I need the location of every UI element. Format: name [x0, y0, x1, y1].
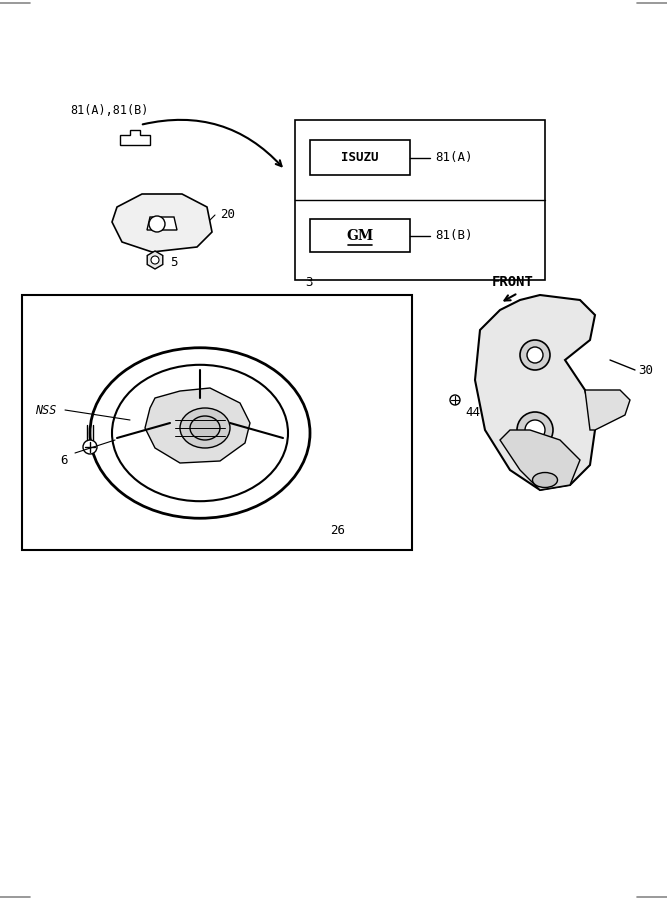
Circle shape — [151, 256, 159, 264]
Polygon shape — [500, 430, 580, 490]
Polygon shape — [112, 194, 212, 252]
Polygon shape — [120, 130, 150, 145]
Bar — [310, 140, 410, 175]
Bar — [295, 120, 545, 280]
Bar — [310, 219, 410, 252]
Text: 81(A),81(B): 81(A),81(B) — [70, 104, 148, 116]
Circle shape — [517, 412, 553, 448]
Bar — [22, 295, 412, 550]
Circle shape — [83, 440, 97, 454]
Ellipse shape — [180, 408, 230, 448]
Ellipse shape — [90, 347, 310, 518]
Text: NSS: NSS — [35, 403, 57, 417]
Ellipse shape — [190, 416, 220, 440]
Text: 81(A): 81(A) — [435, 151, 472, 164]
Circle shape — [149, 216, 165, 232]
Text: 44: 44 — [465, 407, 480, 419]
Circle shape — [520, 340, 550, 370]
Polygon shape — [147, 217, 177, 230]
Polygon shape — [475, 295, 595, 490]
Text: 26: 26 — [330, 524, 345, 536]
Text: ISUZU: ISUZU — [342, 151, 379, 164]
Ellipse shape — [532, 472, 558, 488]
Ellipse shape — [112, 364, 288, 501]
Polygon shape — [145, 388, 250, 463]
Text: GM: GM — [346, 229, 374, 242]
Circle shape — [527, 347, 543, 363]
Text: FRONT: FRONT — [492, 275, 534, 289]
Text: 81(B): 81(B) — [435, 229, 472, 242]
Polygon shape — [585, 390, 630, 430]
Text: 20: 20 — [220, 209, 235, 221]
Circle shape — [450, 395, 460, 405]
Text: 30: 30 — [638, 364, 653, 376]
Polygon shape — [147, 251, 163, 269]
Text: 5: 5 — [170, 256, 177, 269]
Circle shape — [525, 420, 545, 440]
Text: 3: 3 — [305, 275, 313, 289]
Text: 6: 6 — [60, 454, 67, 466]
